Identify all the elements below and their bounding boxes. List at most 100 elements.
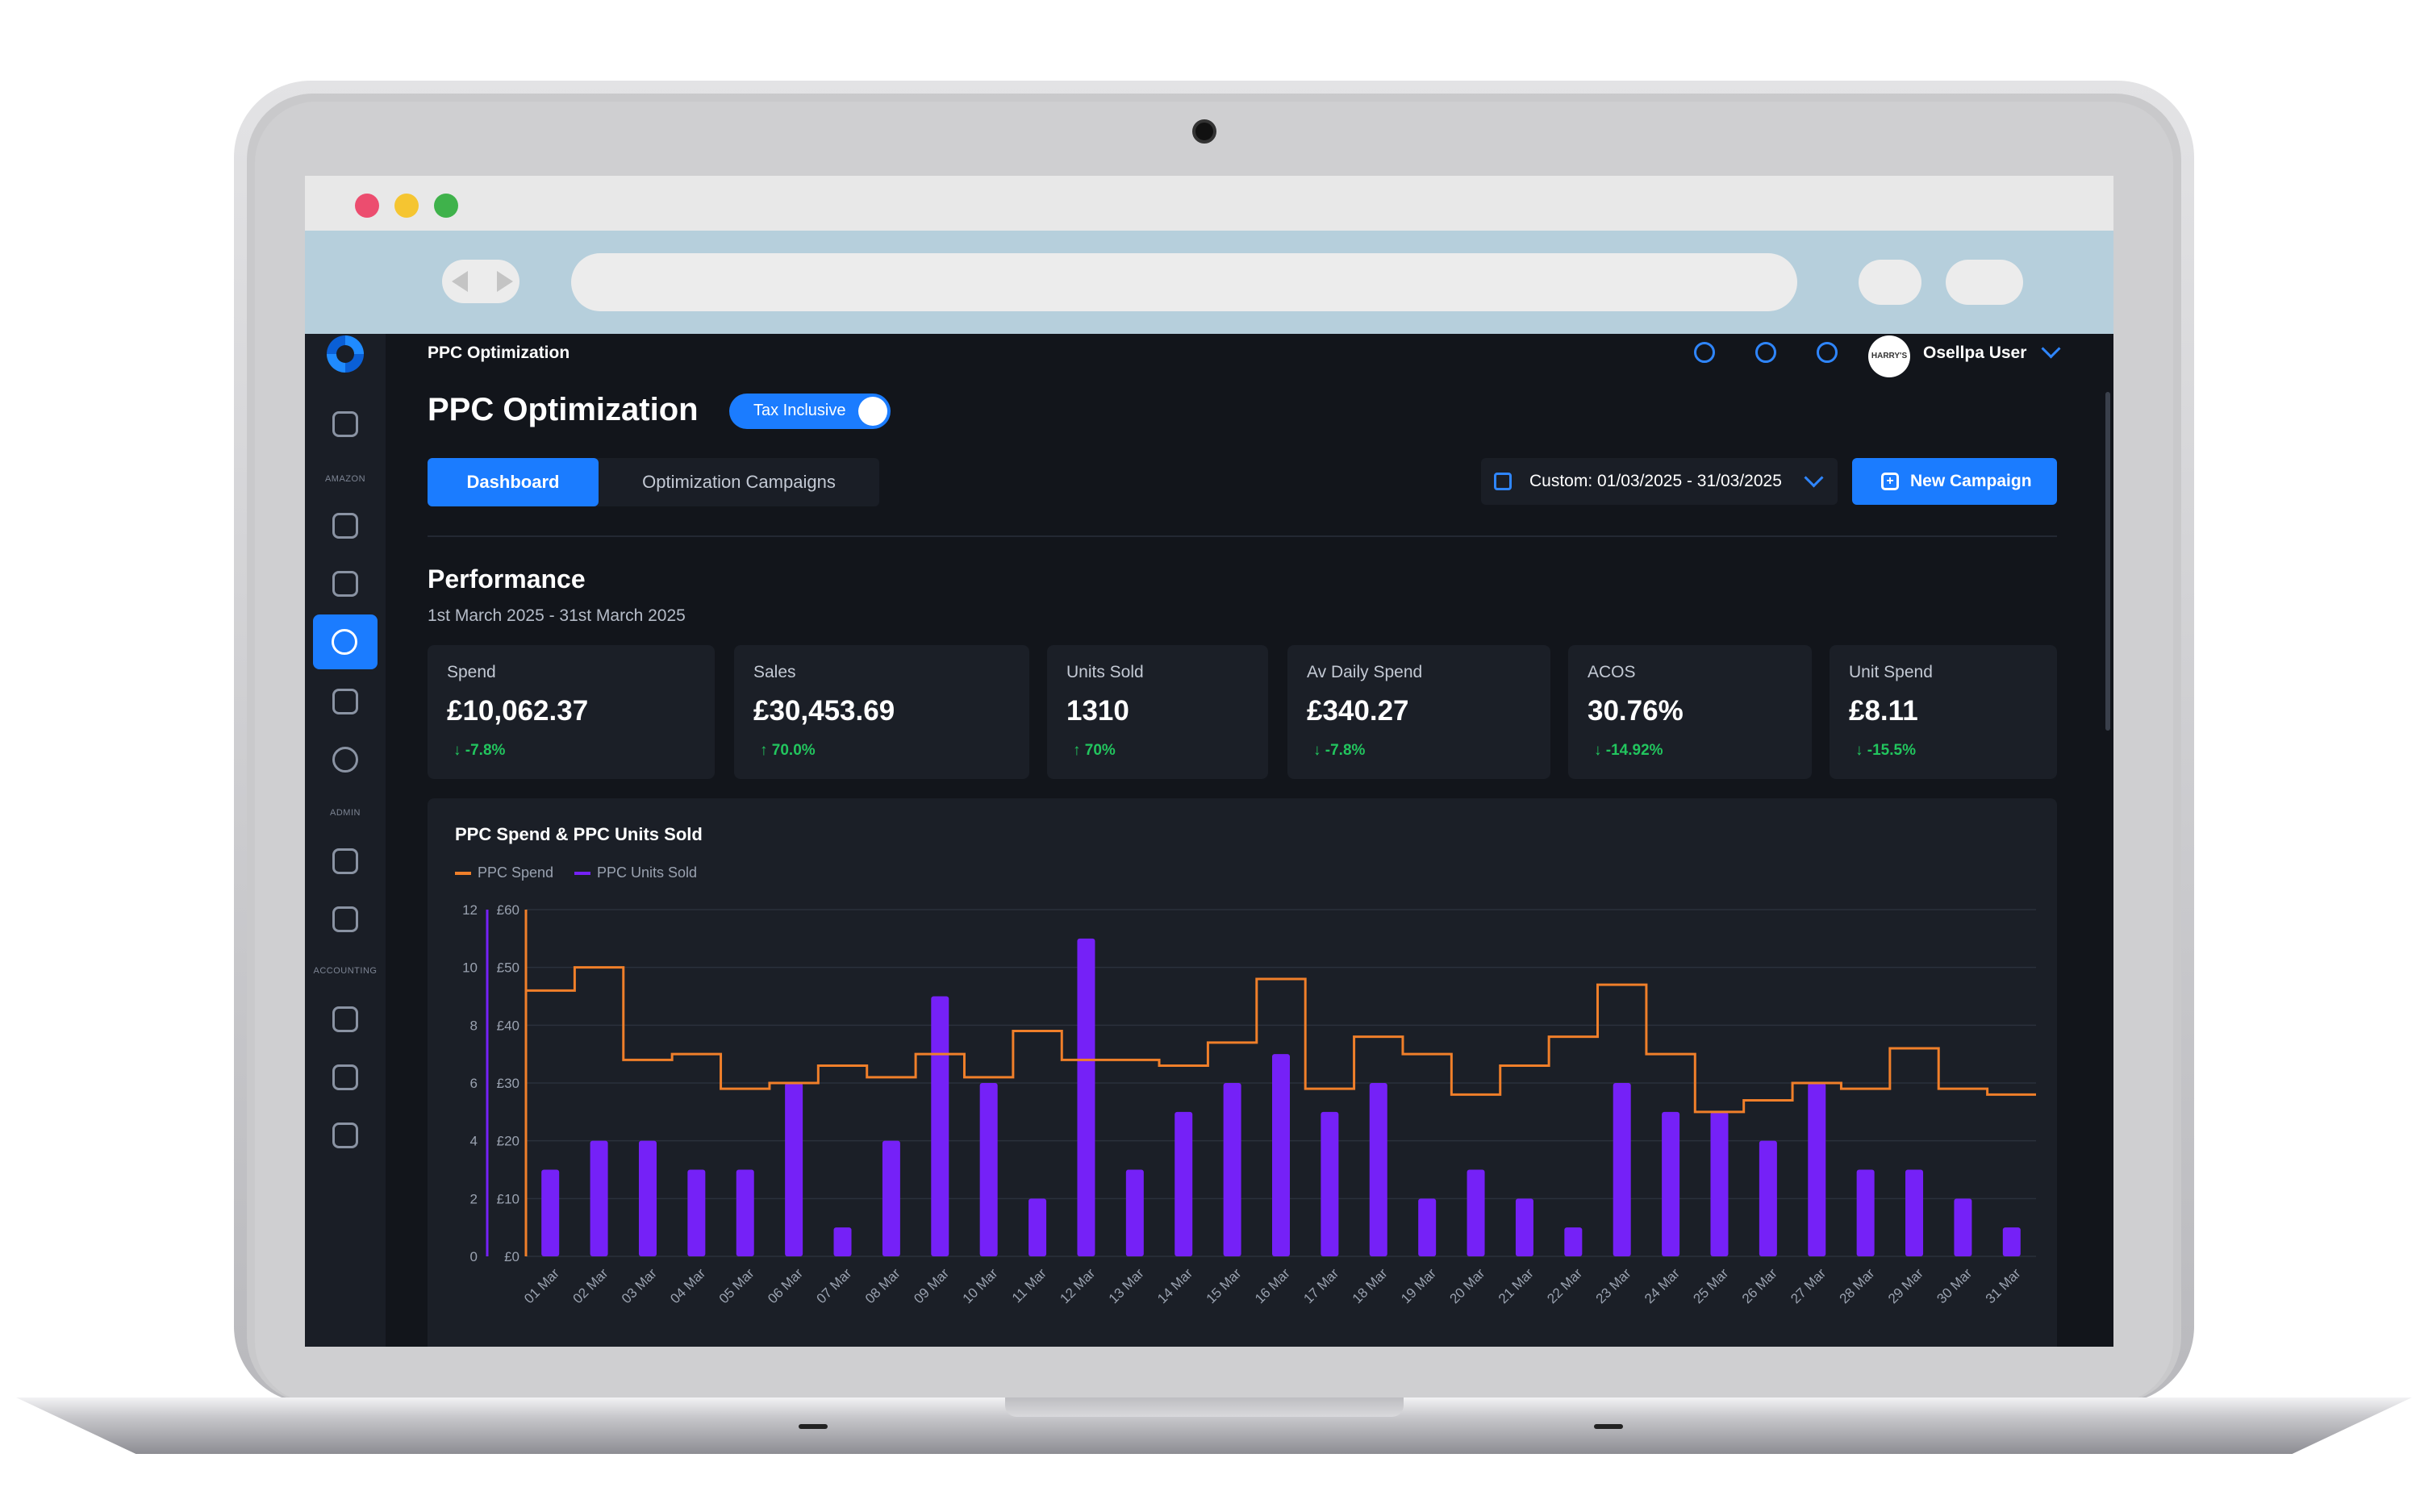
delivery-icon[interactable] bbox=[332, 848, 358, 874]
shipping-icon[interactable] bbox=[332, 689, 358, 714]
tab-dashboard[interactable]: Dashboard bbox=[428, 458, 599, 506]
trend-chart-icon[interactable] bbox=[332, 1064, 358, 1090]
kpi-delta: ↓ -15.5% bbox=[1855, 742, 1916, 759]
kpi-label: Units Sold bbox=[1066, 663, 1144, 681]
x-tick-label: 30 Mar bbox=[1934, 1265, 1975, 1306]
chart-title: PPC Spend & PPC Units Sold bbox=[455, 824, 703, 844]
tax-toggle-label: Tax Inclusive bbox=[753, 402, 846, 419]
chart-panel: PPC Spend & PPC Units Sold PPC Spend PPC… bbox=[428, 798, 2057, 1347]
bar-units-sold bbox=[1954, 1198, 1972, 1256]
kpi-value: 1310 bbox=[1066, 695, 1129, 727]
new-campaign-button[interactable]: + New Campaign bbox=[1852, 458, 2057, 505]
x-tick-label: 14 Mar bbox=[1154, 1265, 1195, 1306]
bar-units-sold bbox=[1710, 1111, 1729, 1256]
documents-icon[interactable] bbox=[332, 1123, 358, 1148]
kpi-card-av-daily-spend: Av Daily Spend £340.27 ↓ -7.8% bbox=[1287, 645, 1550, 779]
kpi-value: 30.76% bbox=[1588, 695, 1684, 727]
x-tick-label: 21 Mar bbox=[1496, 1265, 1537, 1306]
analytics-icon[interactable] bbox=[332, 513, 358, 539]
orders-icon[interactable] bbox=[332, 747, 358, 773]
sidebar-section-accounting: ACCOUNTING bbox=[313, 966, 378, 976]
x-tick-label: 22 Mar bbox=[1544, 1265, 1585, 1306]
warehouse-icon[interactable] bbox=[332, 1006, 358, 1032]
date-range-picker[interactable]: Custom: 01/03/2025 - 31/03/2025 bbox=[1481, 458, 1838, 505]
x-tick-label: 16 Mar bbox=[1252, 1265, 1293, 1306]
x-tick-label: 20 Mar bbox=[1447, 1265, 1488, 1306]
kpi-label: Spend bbox=[447, 663, 496, 681]
address-bar[interactable] bbox=[571, 253, 1797, 311]
bar-units-sold bbox=[1175, 1111, 1193, 1256]
kpi-label: Unit Spend bbox=[1849, 663, 1933, 681]
bar-units-sold bbox=[1808, 1083, 1826, 1256]
kpi-value: £30,453.69 bbox=[753, 695, 895, 727]
y-right-tick-label: £40 bbox=[497, 1018, 519, 1033]
y-left-tick-label: 8 bbox=[470, 1018, 478, 1033]
close-window-dot[interactable] bbox=[355, 194, 379, 218]
bar-units-sold bbox=[687, 1169, 706, 1256]
x-tick-label: 31 Mar bbox=[1983, 1265, 2024, 1306]
sidebar-item-ppc[interactable] bbox=[313, 614, 378, 669]
calendar-icon bbox=[1494, 473, 1512, 490]
support-headset-icon[interactable] bbox=[1694, 342, 1715, 363]
bar-units-sold bbox=[931, 996, 949, 1256]
browser-action-button[interactable] bbox=[1859, 260, 1921, 305]
app-logo[interactable] bbox=[327, 335, 364, 373]
kpi-delta: ↑ 70% bbox=[1073, 742, 1116, 759]
bar-units-sold bbox=[833, 1227, 852, 1256]
chevron-down-icon[interactable] bbox=[2041, 339, 2061, 359]
bar-units-sold bbox=[638, 1140, 657, 1256]
bar-units-sold bbox=[1369, 1083, 1387, 1256]
x-tick-label: 06 Mar bbox=[765, 1265, 806, 1306]
dashboard-icon[interactable] bbox=[332, 411, 358, 437]
x-tick-label: 28 Mar bbox=[1837, 1265, 1878, 1306]
bar-units-sold bbox=[1467, 1169, 1485, 1256]
toggle-knob bbox=[858, 397, 887, 426]
y-left-tick-label: 0 bbox=[470, 1249, 478, 1264]
x-tick-label: 07 Mar bbox=[813, 1265, 854, 1306]
scrollbar[interactable] bbox=[2105, 392, 2110, 731]
kpi-delta: ↓ -7.8% bbox=[1313, 742, 1366, 759]
megaphone-icon bbox=[332, 629, 357, 655]
tax-inclusive-toggle[interactable]: Tax Inclusive bbox=[729, 394, 891, 429]
reports-icon[interactable] bbox=[332, 906, 358, 932]
y-left-tick-label: 10 bbox=[462, 960, 478, 976]
bar-units-sold bbox=[1662, 1111, 1680, 1256]
sidebar: AMAZON ADMIN ACCOUNTING bbox=[305, 334, 386, 1347]
tab-optimization-campaigns[interactable]: Optimization Campaigns bbox=[642, 472, 836, 492]
avatar[interactable]: HARRY'S bbox=[1868, 335, 1910, 377]
x-tick-label: 19 Mar bbox=[1398, 1265, 1439, 1306]
kpi-card-sales: Sales £30,453.69 ↑ 70.0% bbox=[734, 645, 1029, 779]
bar-units-sold bbox=[1905, 1169, 1924, 1256]
wave-hand-icon[interactable] bbox=[1755, 342, 1776, 363]
notification-bell-icon[interactable] bbox=[1817, 342, 1838, 363]
bar-units-sold bbox=[1321, 1111, 1339, 1256]
chevron-down-icon bbox=[1804, 468, 1824, 488]
browser-menu-button[interactable] bbox=[1946, 260, 2023, 305]
x-tick-label: 13 Mar bbox=[1106, 1265, 1147, 1306]
maximize-window-dot[interactable] bbox=[434, 194, 458, 218]
page-title: PPC Optimization bbox=[428, 392, 699, 427]
bar-units-sold bbox=[1125, 1169, 1144, 1256]
y-right-tick-label: £10 bbox=[497, 1191, 519, 1206]
x-tick-label: 04 Mar bbox=[667, 1265, 708, 1306]
laptop-foot bbox=[1594, 1424, 1623, 1429]
back-arrow-icon[interactable] bbox=[452, 271, 468, 292]
inventory-icon[interactable] bbox=[332, 571, 358, 597]
minimize-window-dot[interactable] bbox=[394, 194, 419, 218]
user-name[interactable]: Osellpa User bbox=[1923, 344, 2027, 362]
bar-units-sold bbox=[2002, 1227, 2021, 1256]
legend-item-spend[interactable]: PPC Spend bbox=[455, 864, 553, 881]
y-right-tick-label: £60 bbox=[497, 902, 519, 918]
x-tick-label: 29 Mar bbox=[1885, 1265, 1926, 1306]
x-tick-label: 01 Mar bbox=[521, 1265, 562, 1306]
kpi-delta: ↑ 70.0% bbox=[760, 742, 816, 759]
y-left-tick-label: 12 bbox=[462, 902, 478, 918]
legend-swatch bbox=[455, 872, 471, 876]
x-tick-label: 03 Mar bbox=[619, 1265, 660, 1306]
chart-plot: 0 2 4 6 8 10 12 £0 £10 £20 £30 £40 £50 £60 01 Mar 02 Ma… bbox=[462, 902, 2036, 1306]
x-tick-label: 09 Mar bbox=[911, 1265, 952, 1306]
legend-item-units[interactable]: PPC Units Sold bbox=[574, 864, 697, 881]
forward-arrow-icon[interactable] bbox=[497, 271, 513, 292]
performance-date-range: 1st March 2025 - 31st March 2025 bbox=[428, 606, 686, 625]
bar-units-sold bbox=[736, 1169, 754, 1256]
